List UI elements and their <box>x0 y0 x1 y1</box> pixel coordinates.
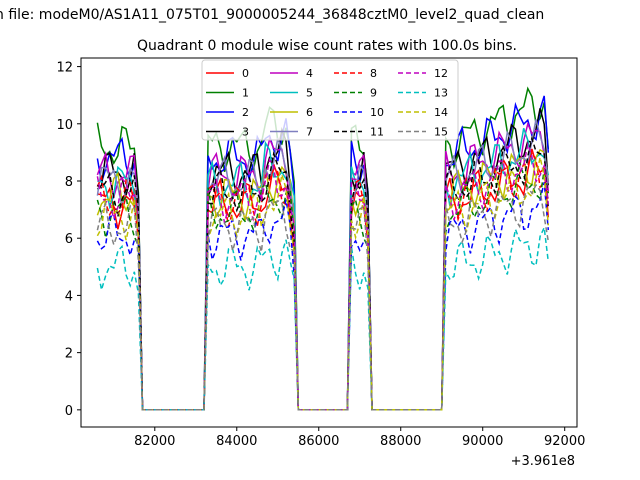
legend-entry: 4 <box>306 67 313 80</box>
x-tick-label: 82000 <box>134 434 175 449</box>
x-tick-label: 84000 <box>216 434 257 449</box>
x-axis: 82000 84000 86000 88000 90000 92000 <box>134 427 585 449</box>
x-offset-label: +3.961e8 <box>511 454 575 469</box>
legend-entry: 15 <box>434 126 448 139</box>
legend-entry: 6 <box>306 106 313 119</box>
legend-entry: 12 <box>434 67 448 80</box>
x-tick-label: 90000 <box>462 434 503 449</box>
chart-title: Quadrant 0 module wise count rates with … <box>137 38 517 54</box>
y-tick-label: 4 <box>65 289 73 304</box>
legend-entry: 2 <box>242 106 249 119</box>
x-tick-label: 92000 <box>544 434 585 449</box>
legend-entry: 1 <box>242 87 249 100</box>
legend-entry: 10 <box>370 106 384 119</box>
legend-entry: 7 <box>306 126 313 139</box>
series-line-15 <box>96 183 550 411</box>
legend-entry: 8 <box>370 67 377 80</box>
suptitle: n file: modeM0/AS1A11_075T01_9000005244_… <box>0 7 544 23</box>
legend-entry: 3 <box>242 126 249 139</box>
legend-entry: 14 <box>434 106 448 119</box>
legend-entry: 11 <box>370 126 384 139</box>
legend-entry: 5 <box>306 87 313 100</box>
y-tick-label: 12 <box>56 61 73 76</box>
axes-frame <box>80 57 578 428</box>
y-tick-label: 2 <box>65 347 73 362</box>
y-tick-label: 10 <box>56 118 73 133</box>
series-layer <box>96 86 550 411</box>
y-tick-label: 8 <box>65 175 73 190</box>
legend-entry: 0 <box>242 67 249 80</box>
legend-box <box>201 59 459 141</box>
x-tick-label: 86000 <box>298 434 339 449</box>
x-tick-label: 88000 <box>380 434 421 449</box>
y-tick-label: 0 <box>65 404 73 419</box>
y-tick-label: 6 <box>65 232 73 247</box>
y-axis: 0 2 4 6 8 10 12 <box>56 61 81 419</box>
legend-entry: 13 <box>434 87 448 100</box>
plot-area: 82000 84000 86000 88000 90000 92000 024681012… <box>56 57 585 469</box>
legend-entry: 9 <box>370 87 377 100</box>
